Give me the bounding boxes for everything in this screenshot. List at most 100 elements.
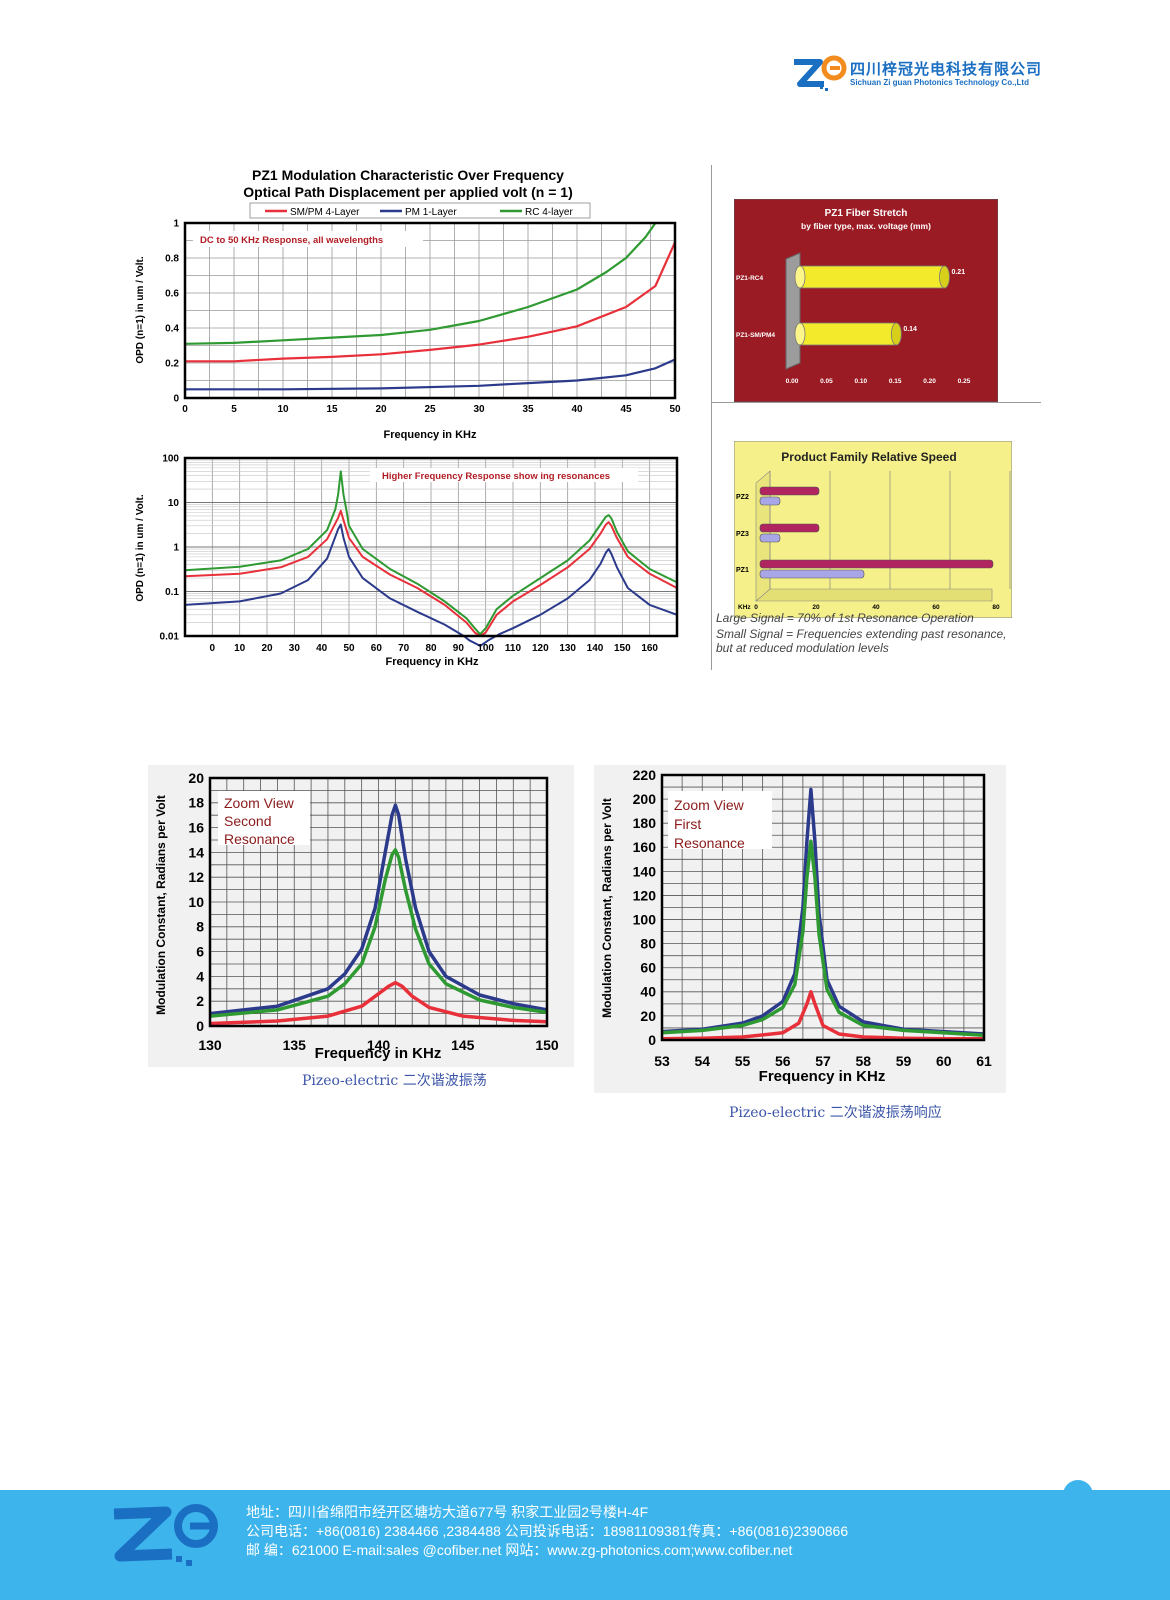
y-tick-label: 160 xyxy=(633,839,657,855)
x-tick-label: 130 xyxy=(559,643,576,654)
y-axis-label: OPD (n=1) in um / Volt. xyxy=(135,256,146,364)
x-tick-label: 0.00 xyxy=(786,378,799,385)
company-name-en: Sichuan Zi guan Photonics Technology Co.… xyxy=(850,78,1029,87)
header-logo: 四川梓冠光电科技有限公司 Sichuan Zi guan Photonics T… xyxy=(790,52,1080,96)
y-tick-label: 0 xyxy=(196,1018,204,1034)
y-tick-label: 10 xyxy=(168,498,180,509)
footer: 地址：四川省绵阳市经开区塘坊大道677号 积家工业园2号楼H-4F 公司电话：+… xyxy=(0,1490,1170,1600)
annotation-line: First xyxy=(674,816,701,832)
x-tick-label: 130 xyxy=(198,1037,222,1053)
tick-labels: 0.00 0.05 0.10 0.15 0.20 0.25 xyxy=(786,378,971,385)
y-axis-label: Modulation Constant, Radians per Volt xyxy=(154,795,168,1015)
y-tick-label: 40 xyxy=(640,984,656,1000)
x-tick-label: 80 xyxy=(992,604,1000,611)
y-axis-label: OPD (n=1) in um / Volt. xyxy=(135,494,146,602)
modulation-chart: PZ1 Modulation Characteristic Over Frequ… xyxy=(135,167,681,441)
tick-labels: 0 5 10 15 20 25 30 35 40 45 50 0 0.2 0.4 0.6 0.8 1 xyxy=(165,219,681,416)
x-tick-label: 59 xyxy=(896,1053,912,1069)
chart-subtitle: by fiber type, max. voltage (mm) xyxy=(801,221,931,231)
x-tick-label: 160 xyxy=(641,643,658,654)
annotation-line: Second xyxy=(224,813,271,829)
category-label: PZ1-SM/PM4 xyxy=(736,332,775,339)
x-tick-label: 45 xyxy=(620,404,632,415)
caption-first-resonance: Pizeo-electric 二次谐波振荡响应 xyxy=(729,1105,942,1121)
bar-small-signal xyxy=(759,533,781,543)
x-tick-label: 140 xyxy=(367,1037,391,1053)
y-tick-label: 20 xyxy=(640,1008,656,1024)
y-tick-label: 80 xyxy=(640,936,656,952)
x-tick-label: 140 xyxy=(587,643,604,654)
footer-phone: 公司电话：+86(0816) 2384466 ,2384488 公司投诉电话：1… xyxy=(246,1523,849,1539)
y-tick-label: 12 xyxy=(188,869,204,885)
x-tick-label: 40 xyxy=(571,404,583,415)
series-line xyxy=(184,222,657,345)
y-tick-label: 0.1 xyxy=(165,587,179,598)
x-tick-label: 0.20 xyxy=(923,378,936,385)
x-tick-label: 58 xyxy=(855,1053,871,1069)
y-tick-label: 0.2 xyxy=(165,359,179,370)
x-tick-label: 61 xyxy=(976,1053,992,1069)
chart-grid xyxy=(184,222,676,399)
series-line xyxy=(185,358,676,391)
plot-frame xyxy=(183,456,679,638)
annotation-line: Resonance xyxy=(674,835,745,851)
y-tick-label: 1 xyxy=(173,219,179,230)
vertical-divider xyxy=(711,165,712,670)
bar-small-signal xyxy=(759,496,781,506)
annotation-line: Zoom View xyxy=(674,797,745,813)
fiber-stretch-chart: PZ1 Fiber Stretch by fiber type, max. vo… xyxy=(734,199,998,402)
x-tick-label: 0 xyxy=(182,404,188,415)
annotation-bg xyxy=(193,231,423,247)
category-label: PZ3 xyxy=(736,531,749,538)
y-tick-label: 120 xyxy=(633,887,657,903)
x-tick-label: 0 xyxy=(754,604,758,611)
chart-title: PZ1 Modulation Characteristic Over Frequ… xyxy=(252,167,564,183)
y-tick-label: 140 xyxy=(633,863,657,879)
y-tick-label: 18 xyxy=(188,795,204,811)
y-tick-label: 20 xyxy=(188,770,204,786)
x-tick-label: 60 xyxy=(936,1053,952,1069)
annotation-bg xyxy=(218,791,310,845)
x-tick-label: 30 xyxy=(289,643,301,654)
chart-subtitle: Optical Path Displacement per applied vo… xyxy=(243,184,572,200)
y-tick-label: 2 xyxy=(196,993,204,1009)
chart-legend: SM/PM 4-Layer PM 1-Layer RC 4-layer xyxy=(249,202,591,219)
x-tick-label: 90 xyxy=(453,643,465,654)
x-tick-label: 80 xyxy=(425,643,437,654)
annotation-bg xyxy=(668,791,772,849)
series-line xyxy=(661,787,985,1036)
x-tick-label: 20 xyxy=(812,604,820,611)
chart-series xyxy=(184,222,677,391)
zg-logo-mark-icon xyxy=(794,55,847,91)
y-tick-label: 8 xyxy=(196,919,204,935)
x-tick-label: 70 xyxy=(398,643,410,654)
x-tick-label: 10 xyxy=(234,643,246,654)
data-label: 0.21 xyxy=(951,269,965,276)
annotation-line: Zoom View xyxy=(224,795,295,811)
x-tick-label: 0 xyxy=(210,643,216,654)
x-tick-label: 60 xyxy=(371,643,383,654)
legend-label: RC 4-layer xyxy=(525,207,573,218)
x-tick-label: 100 xyxy=(477,643,494,654)
plot-frame xyxy=(660,773,986,1042)
x-tick-label: 20 xyxy=(261,643,273,654)
series-line xyxy=(661,990,984,1041)
x-tick-label: 120 xyxy=(532,643,549,654)
x-axis-label: Frequency in KHz xyxy=(386,656,479,668)
category-label: PZ2 xyxy=(736,494,749,501)
x-tick-label: 60 xyxy=(932,604,940,611)
zoom-first-resonance-chart: Zoom View First Resonance 53 54 55 56 57 58 59 60… xyxy=(594,765,1006,1093)
bar-cap xyxy=(794,265,806,289)
annotation-bg xyxy=(370,468,638,482)
y-tick-label: 100 xyxy=(162,454,179,465)
bar xyxy=(799,322,897,346)
x-tick-label: 53 xyxy=(654,1053,670,1069)
x-axis-label: Frequency in KHz xyxy=(384,429,477,441)
horizontal-divider xyxy=(711,402,1041,403)
y-tick-label: 0.01 xyxy=(160,632,180,643)
bar-end xyxy=(890,322,902,346)
category-label: PZ1-RC4 xyxy=(736,275,763,282)
x-tick-label: 50 xyxy=(343,643,355,654)
x-axis-label: Frequency in KHz xyxy=(759,1068,886,1085)
chart-annotation: DC to 50 KHz Response, all wavelengths xyxy=(200,235,383,246)
